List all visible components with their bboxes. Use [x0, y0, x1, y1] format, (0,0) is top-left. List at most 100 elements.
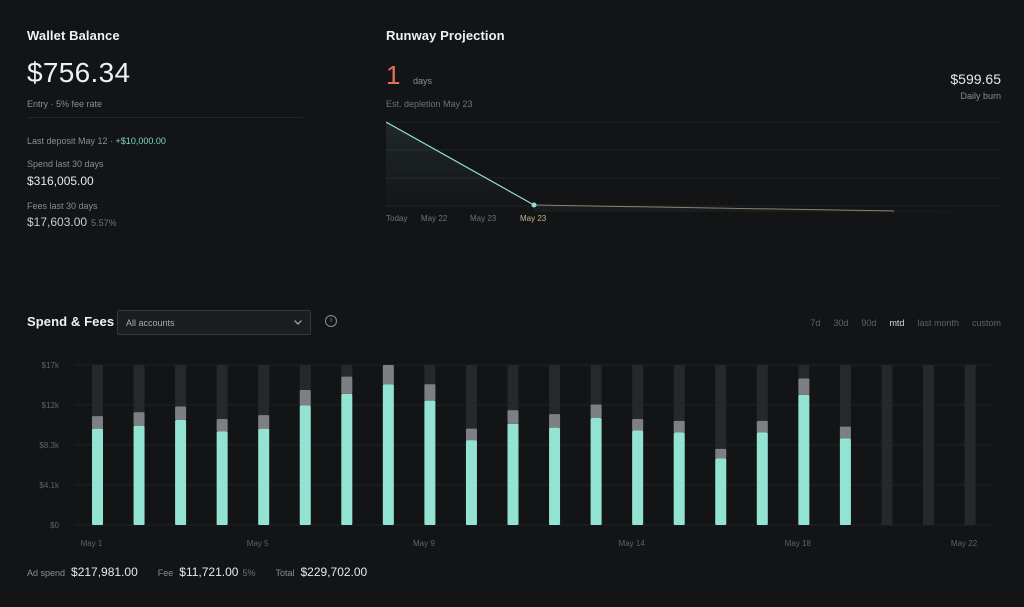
bar-fee [258, 415, 270, 429]
entry-fee-rate: Entry · 5% fee rate [27, 99, 103, 109]
x-tick-label: May 5 [247, 539, 269, 548]
bar-track [964, 365, 976, 525]
wallet-balance: $756.34 [27, 57, 131, 88]
runway-days-unit: days [413, 76, 433, 86]
bar-ad-spend [756, 432, 768, 525]
fees-30: $17,603.00 5.57% [27, 215, 117, 229]
spend-summary: Ad spend $217,981.00 Fee $11,721.00 5% T… [27, 565, 387, 579]
last-deposit-amount: +$10,000.00 [115, 136, 166, 146]
x-tick-label: May 22 [951, 539, 978, 548]
runway-chart [386, 121, 1001, 212]
total-label: Total [275, 568, 295, 578]
range-tab-30d[interactable]: 30d [833, 318, 849, 328]
wallet-title: Wallet Balance [27, 28, 120, 43]
runway-x-label-today: Today [386, 214, 408, 223]
runway-title: Runway Projection [386, 28, 505, 43]
bar-fee [839, 426, 851, 439]
bar-fee [133, 412, 145, 426]
bar-track [923, 365, 934, 525]
x-tick-label: May 18 [785, 539, 812, 548]
wallet-divider [27, 117, 303, 118]
info-icon[interactable]: i [325, 315, 337, 327]
bar-fee [424, 384, 436, 401]
ad-spend-label: Ad spend [27, 568, 66, 578]
runway-x-label-depletion: May 23 [520, 214, 547, 223]
depletion-date: Est. depletion May 23 [386, 99, 473, 109]
bar-fee [715, 448, 727, 459]
spend-fees-title: Spend & Fees [27, 314, 115, 329]
runway-line [386, 121, 535, 206]
last-deposit: Last deposit May 12 · +$10,000.00 [27, 136, 166, 146]
bar-fee [92, 416, 103, 429]
fees-30-value: $17,603.00 [27, 215, 88, 229]
account-select[interactable]: All accounts [117, 310, 311, 335]
bar-ad-spend [424, 400, 436, 525]
bar-fee [216, 418, 228, 432]
spend-fees-chart: $0 $4.1k $8.3k $12k $17k May 1 May 5 May 9 May 1… [39, 361, 994, 548]
bar-fee [299, 390, 311, 406]
account-select-value: All accounts [126, 317, 175, 328]
daily-burn-label: Daily burn [960, 91, 1001, 101]
runway-depletion-point [531, 202, 537, 208]
bar-ad-spend [341, 393, 353, 525]
y-tick-label: $12k [42, 401, 60, 410]
runway-area [386, 122, 534, 212]
runway-x-label-may22: May 22 [421, 214, 448, 223]
fees-30-pct: 5.57% [91, 218, 117, 228]
runway-x-label-may23: May 23 [470, 214, 497, 223]
range-tab-custom[interactable]: custom [971, 318, 1001, 328]
bar-ad-spend [549, 427, 561, 525]
x-tick-label: May 9 [413, 539, 435, 548]
bar-fee [549, 414, 561, 428]
bar-fee [798, 378, 810, 395]
fee-pct: 5% [242, 568, 256, 578]
ad-spend-value: $217,981.00 [71, 565, 138, 579]
daily-burn-value: $599.65 [950, 71, 1001, 87]
bar-track [881, 365, 893, 525]
bar-ad-spend [299, 405, 311, 525]
bar-ad-spend [632, 430, 644, 525]
chevron-down-icon [294, 320, 302, 325]
y-tick-label: $8.3k [39, 441, 60, 450]
spend-30-value: $316,005.00 [27, 174, 94, 188]
last-deposit-label: Last deposit May 12 · [27, 136, 116, 146]
total-value: $229,702.00 [300, 565, 368, 579]
bar-fee [590, 404, 602, 419]
range-tab-last-month[interactable]: last month [917, 318, 959, 328]
bar-fee [382, 365, 394, 385]
bar-fee [756, 420, 768, 433]
range-tab-7d[interactable]: 7d [810, 318, 821, 328]
range-tab-90d[interactable]: 90d [861, 318, 877, 328]
fee-value: $11,721.00 [179, 565, 239, 579]
bar-ad-spend [382, 384, 394, 525]
spend-30-label: Spend last 30 days [27, 159, 104, 169]
bar-ad-spend [507, 423, 519, 525]
bar-fee [507, 410, 519, 424]
y-tick-label: $17k [42, 361, 60, 370]
runway-days-value: 1 [386, 60, 401, 90]
runway-forecast-line [533, 204, 895, 212]
bar-ad-spend [133, 425, 145, 525]
bar-fee [341, 376, 353, 394]
y-tick-label: $0 [50, 521, 59, 530]
x-tick-label: May 1 [81, 539, 103, 548]
bar-ad-spend [216, 431, 228, 525]
bar-ad-spend [465, 440, 477, 525]
x-tick-label: May 14 [619, 539, 646, 548]
bar-ad-spend [839, 438, 851, 525]
bar-fee [632, 418, 644, 431]
bar-fee [175, 406, 187, 420]
range-tab-mtd[interactable]: mtd [889, 318, 905, 328]
bar-ad-spend [590, 418, 602, 525]
bar-ad-spend [715, 458, 727, 525]
bar-ad-spend [798, 394, 810, 525]
bar-ad-spend [673, 432, 685, 525]
fee-label: Fee [157, 568, 174, 578]
range-tabs: 7d 30d 90d mtd last month custom [810, 318, 1001, 328]
fees-30-label: Fees last 30 days [27, 201, 98, 211]
bar-ad-spend [175, 419, 187, 525]
bar-fee [673, 420, 685, 433]
bar-ad-spend [258, 428, 270, 525]
bar-fee [465, 428, 477, 441]
bar-ad-spend [92, 428, 103, 525]
